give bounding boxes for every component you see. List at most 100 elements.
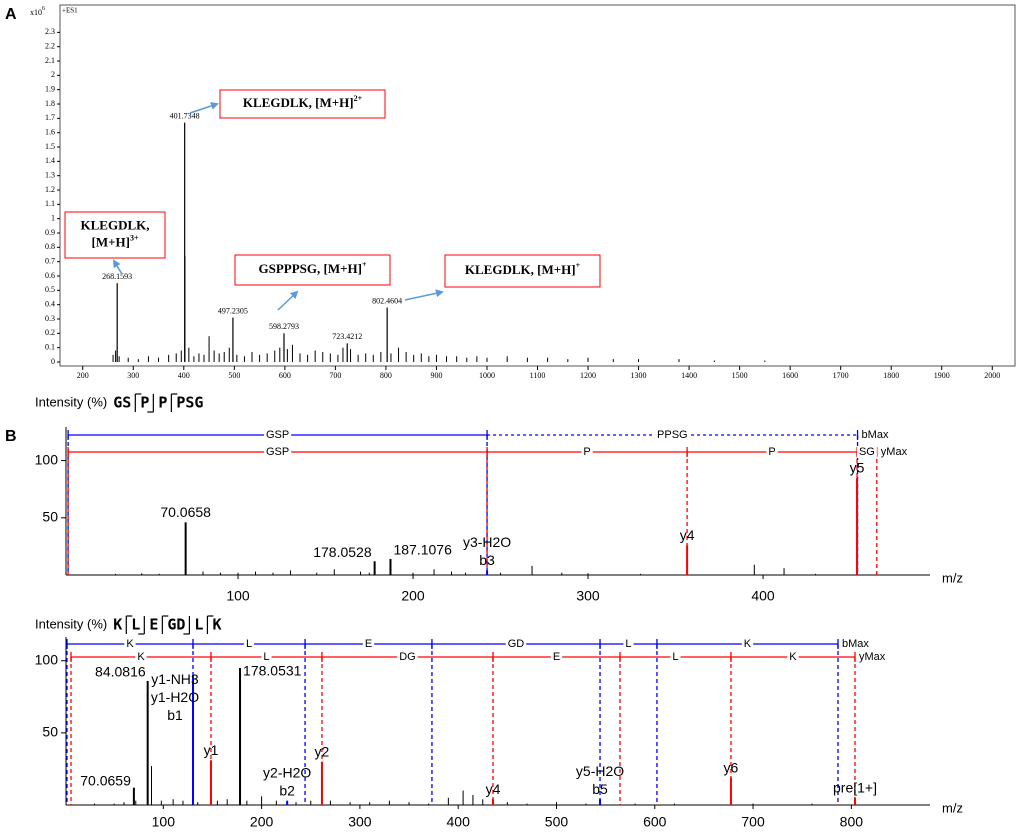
- panel-label: A: [5, 6, 17, 23]
- ladder-name: bMax: [862, 429, 889, 441]
- peak-label: y2-H2O: [263, 764, 311, 780]
- annotation-text: KLEGDLK, [M+H]+: [465, 261, 581, 277]
- y-tick-label: 0.7: [45, 257, 55, 266]
- annotation-text: GSPPPSG, [M+H]+: [258, 260, 366, 276]
- panel-label: B: [5, 428, 17, 445]
- annotation-charge: 2+: [354, 94, 363, 103]
- x-tick-label: 100: [152, 814, 176, 830]
- ladder-label: P: [583, 446, 590, 458]
- x-tick-label: 1500: [732, 371, 748, 380]
- x-tick-label: 1700: [833, 371, 849, 380]
- ladder-label-bg: [655, 429, 690, 441]
- x-tick-label: 800: [380, 371, 392, 380]
- annotation-arrow: [277, 290, 299, 311]
- y-tick-label: 50: [42, 509, 58, 525]
- y-tick-label: 1.5: [45, 142, 55, 151]
- annotation-charge: +: [362, 260, 367, 269]
- x-tick-label: 200: [401, 588, 425, 604]
- peak-label: b2: [279, 782, 295, 798]
- sequence-residue: L: [194, 616, 203, 634]
- ladder-label-bg: [766, 446, 778, 458]
- annotation-line: KLEGDLK, [M+H]: [465, 262, 576, 277]
- sequence-residue: K: [212, 616, 221, 634]
- annotation-arrow: [404, 289, 444, 301]
- annotation-text: KLEGDLK, [M+H]2+: [243, 94, 363, 110]
- ladder-label-bg: [505, 638, 527, 650]
- peak-label: y5: [850, 459, 865, 475]
- peak-label: y1: [204, 742, 219, 758]
- y-unit: x106: [30, 6, 45, 16]
- ladder-label-bg: [741, 638, 754, 650]
- x-tick-label: 2000: [984, 371, 1000, 380]
- annotation-text: [M+H]3+: [91, 233, 138, 249]
- y-axis-label: Intensity (%): [35, 394, 107, 409]
- x-tick-label: 600: [279, 371, 291, 380]
- ladder-label: DG: [399, 651, 416, 663]
- ladder-label-bg: [263, 446, 292, 458]
- y-tick-label: 50: [42, 724, 58, 740]
- x-tick-label: 1100: [530, 371, 546, 380]
- ladder-label-bg: [243, 638, 255, 650]
- y-tick-label: 2.3: [45, 27, 55, 36]
- y-tick-label: 0.9: [45, 228, 55, 237]
- ladder-name: bMax: [842, 638, 869, 650]
- y-tick-label: 1.9: [45, 85, 55, 94]
- y-tick-label: 0.3: [45, 314, 55, 323]
- peak-label: 723.4212: [332, 332, 362, 341]
- y-tick-label: 1.8: [45, 99, 55, 108]
- annotation-box: [234, 254, 391, 286]
- x-tick-label: 200: [250, 814, 274, 830]
- annotation-line: [M+H]: [91, 234, 129, 249]
- annotation-box: [64, 211, 166, 259]
- ladder-name: yMax: [859, 651, 886, 663]
- ladder-label: GSP: [266, 446, 289, 458]
- x-tick-label: 500: [228, 371, 240, 380]
- x-tick-label: 800: [840, 814, 864, 830]
- ladder-label: E: [553, 651, 560, 663]
- annotation-box: [444, 254, 601, 288]
- annotation-line: KLEGDLK,: [81, 217, 150, 232]
- y-tick-label: 0.4: [45, 300, 55, 309]
- y-tick-label: 100: [35, 451, 59, 467]
- peak-label: 268.1593: [102, 272, 132, 281]
- sequence-residue: P: [158, 394, 167, 412]
- x-tick-label: 500: [545, 814, 569, 830]
- y-tick-label: 0.8: [45, 242, 55, 251]
- ladder-label: PPSG: [657, 429, 688, 441]
- ladder-label-bg: [263, 429, 292, 441]
- y-tick-label: 1.2: [45, 185, 55, 194]
- annotation-charge: 3+: [130, 233, 139, 242]
- y-tick-label: 0.2: [45, 328, 55, 337]
- ladder-label: E: [365, 638, 372, 650]
- peak-label: y5-H2O: [576, 763, 624, 779]
- peak-label: y4: [486, 781, 501, 797]
- sequence-residue: E: [149, 616, 158, 634]
- y-tick-label: 1.7: [45, 113, 55, 122]
- y-tick-label: 1.3: [45, 171, 55, 180]
- peak-label: 497.2305: [218, 306, 248, 315]
- plot-frame: [59, 4, 1016, 367]
- ladder-label: GSP: [266, 429, 289, 441]
- y-tick-label: 1: [51, 214, 55, 223]
- ladder-label-bg: [787, 651, 799, 663]
- peak-label: 401.7348: [170, 111, 200, 120]
- annotation-arrow: [189, 102, 219, 114]
- peak-label: 178.0528: [313, 544, 372, 560]
- y-tick-label: 0.5: [45, 285, 55, 294]
- peak-label: y1-H2O: [151, 689, 199, 705]
- x-tick-label: 300: [127, 371, 139, 380]
- x-tick-label: 1300: [631, 371, 647, 380]
- y-tick-label: 1.4: [45, 156, 55, 165]
- ladder-label-bg: [623, 638, 634, 650]
- ladder-label-bg: [362, 638, 375, 650]
- x-tick-label: 700: [741, 814, 765, 830]
- annotation-box: [219, 89, 386, 119]
- ladder-label-bg: [124, 638, 136, 650]
- ladder-label: L: [672, 651, 678, 663]
- ladder-label: P: [768, 446, 775, 458]
- y-unit-exponent: 6: [42, 6, 45, 12]
- x-tick-label: 100: [226, 588, 250, 604]
